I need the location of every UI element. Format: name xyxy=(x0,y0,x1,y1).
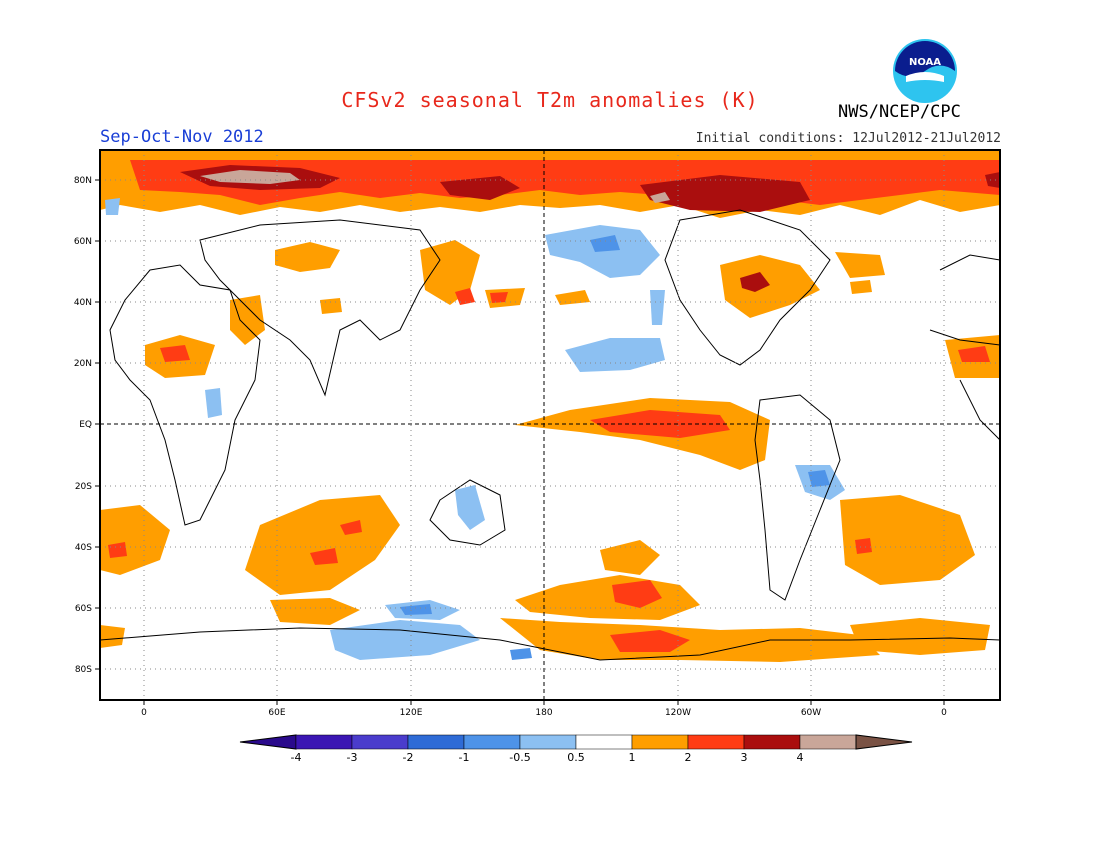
warm-south-indian-red1 xyxy=(340,520,362,535)
lat-label: 80N xyxy=(74,176,92,186)
cool-north-pacific xyxy=(545,225,660,278)
colorbar-swatch xyxy=(575,734,633,750)
cool-antarctic-2-core xyxy=(400,604,432,615)
lon-label: 180 xyxy=(535,708,552,718)
map-frame xyxy=(99,149,1001,701)
lon-label: 60E xyxy=(268,708,285,718)
lat-label: 80S xyxy=(75,665,92,675)
warm-atlantic-n xyxy=(835,252,885,278)
colorbar-swatch xyxy=(743,734,801,750)
colorbar-swatch xyxy=(799,734,857,750)
noaa-logo: NOAA xyxy=(893,39,957,103)
colorbar-swatch xyxy=(351,734,409,750)
warm-southern-ocean-5 xyxy=(100,625,125,648)
lat-label: 60S xyxy=(75,604,92,614)
warm-asia-east xyxy=(420,240,480,305)
cool-australia xyxy=(455,485,485,530)
warm-asia-north xyxy=(275,242,340,272)
colorbar-swatch xyxy=(407,734,465,750)
lon-label: 0 xyxy=(941,708,947,718)
warm-southern-ocean-2-red xyxy=(610,630,690,652)
coastlines xyxy=(100,209,1000,661)
colorbar-high-arrow xyxy=(855,734,913,750)
lat-label: 60N xyxy=(74,237,92,247)
map-title: CFSv2 seasonal T2m anomalies (K) xyxy=(341,88,759,112)
cool-greenland-west xyxy=(105,198,120,215)
cool-antarctic-1 xyxy=(330,620,480,660)
lat-label: EQ xyxy=(79,420,92,430)
colorbar-tick-label: 1 xyxy=(629,751,636,764)
warm-middle-east xyxy=(230,295,265,345)
colorbar-tick-label: 4 xyxy=(797,751,804,764)
warm-south-indian xyxy=(245,495,400,595)
cool-east-pacific-strip xyxy=(650,290,665,325)
lat-label: 20N xyxy=(74,359,92,369)
warm-south-indian-red2 xyxy=(310,548,338,565)
warm-great-lakes xyxy=(740,272,770,292)
colorbar-swatch xyxy=(519,734,577,750)
cool-ross-sea xyxy=(510,648,532,660)
graticule xyxy=(100,150,1000,700)
arctic-extreme-4 xyxy=(985,172,1000,188)
arctic-extreme-3b xyxy=(650,192,670,203)
colorbar-swatch xyxy=(295,734,353,750)
colorbar-tick-label: -0.5 xyxy=(509,751,530,764)
warm-npac-red xyxy=(490,292,508,303)
lon-label: 120W xyxy=(665,708,691,718)
warm-japan xyxy=(455,288,475,305)
lon-label: 120E xyxy=(400,708,423,718)
period-label: Sep-Oct-Nov 2012 xyxy=(100,127,264,147)
colorbar-tick-label: 3 xyxy=(741,751,748,764)
colorbar-low-arrow xyxy=(239,734,297,750)
colorbar-swatch xyxy=(687,734,745,750)
warm-npac-2 xyxy=(555,290,590,305)
agency-label: NWS/NCEP/CPC xyxy=(838,102,961,122)
arctic-extreme-3 xyxy=(640,175,810,212)
warm-sahara-red xyxy=(160,345,190,362)
warm-south-atlantic-e-red xyxy=(855,538,872,554)
warm-southern-ocean-1-red xyxy=(612,580,662,608)
colorbar-tick-label: -3 xyxy=(347,751,358,764)
cool-south-america-core xyxy=(808,470,830,487)
cool-africa xyxy=(205,388,222,418)
warm-atlantic-n2 xyxy=(850,280,872,294)
warm-south-pacific xyxy=(600,540,660,575)
colorbar-tick-label: -2 xyxy=(403,751,414,764)
warm-southern-ocean-3 xyxy=(270,598,360,625)
colorbar-tick-label: -4 xyxy=(291,751,302,764)
lon-label: 0 xyxy=(141,708,147,718)
svg-text:NOAA: NOAA xyxy=(909,57,941,68)
colorbar-tick-label: -1 xyxy=(459,751,470,764)
warm-south-atlantic-w xyxy=(100,505,170,575)
colorbar-swatch xyxy=(631,734,689,750)
cool-north-pacific-core xyxy=(590,235,620,252)
colorbar-swatch xyxy=(463,734,521,750)
warm-southern-ocean-4 xyxy=(850,618,990,655)
lat-label: 40N xyxy=(74,298,92,308)
arctic-extreme-2 xyxy=(440,176,520,200)
lat-label: 40S xyxy=(75,543,92,553)
warm-south-atlantic-w-red xyxy=(108,542,127,558)
initial-conditions: Initial conditions: 12Jul2012-21Jul2012 xyxy=(695,131,1001,146)
colorbar-tick-label: 0.5 xyxy=(567,751,585,764)
lat-label: 20S xyxy=(75,482,92,492)
warm-south-atlantic-e xyxy=(840,495,975,585)
colorbar-tick-label: 2 xyxy=(685,751,692,764)
equator-dateline xyxy=(100,150,1000,700)
warm-sahara-east-red xyxy=(958,346,990,362)
lon-label: 60W xyxy=(801,708,821,718)
